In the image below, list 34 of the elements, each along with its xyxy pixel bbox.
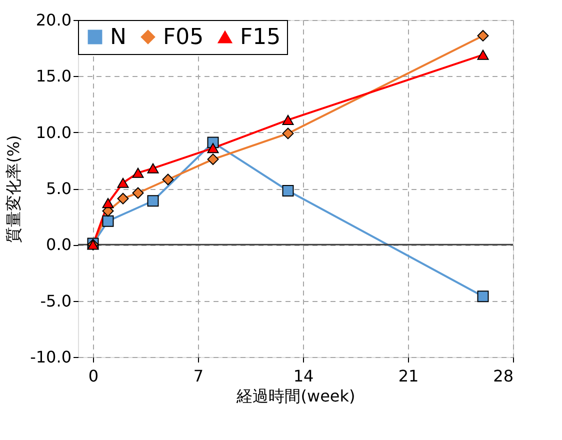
x-tick-label: 14 — [293, 366, 314, 386]
y-tick-label: 5.0 — [46, 179, 72, 198]
point — [282, 114, 294, 126]
point — [207, 143, 219, 154]
x-tick-label: 28 — [493, 366, 514, 386]
point — [477, 290, 489, 302]
point — [147, 195, 159, 207]
point — [282, 128, 294, 140]
y-tick-label: 20.0 — [36, 10, 72, 30]
x-axis-title: 経過時間(week) — [236, 386, 356, 406]
point — [102, 215, 114, 227]
point — [117, 178, 129, 188]
point — [282, 185, 294, 196]
y-tick-label: 10.0 — [36, 122, 72, 142]
point — [162, 174, 174, 186]
point — [102, 198, 114, 208]
point — [117, 192, 129, 204]
point — [132, 168, 144, 178]
x-tick-label: 0 — [88, 366, 99, 386]
point — [477, 30, 489, 42]
legend-label: F15 — [240, 25, 281, 50]
y-tick-label: -10.0 — [30, 348, 72, 366]
point — [207, 154, 219, 166]
y-tick-label: 15.0 — [36, 66, 72, 86]
legend-label: N — [110, 25, 126, 50]
point — [132, 187, 144, 199]
x-tick-label: 21 — [398, 366, 419, 386]
x-tick-label: 7 — [193, 366, 204, 386]
y-tick-label: -5.0 — [40, 291, 72, 310]
point — [477, 50, 489, 60]
y-axis-title: 質量変化率(%) — [4, 135, 24, 243]
y-tick-label: 0.0 — [46, 235, 72, 254]
legend-label: F05 — [163, 25, 204, 50]
point — [147, 163, 159, 174]
